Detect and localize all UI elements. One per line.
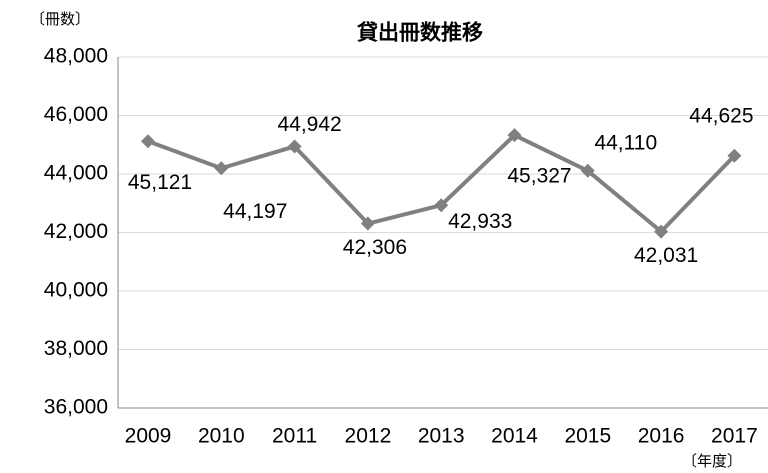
data-point <box>287 139 302 154</box>
data-point <box>727 148 742 163</box>
data-label: 45,121 <box>128 171 192 194</box>
data-label: 44,942 <box>277 113 341 136</box>
data-label: 42,306 <box>343 236 407 259</box>
x-tick-label: 2009 <box>125 425 172 448</box>
y-tick-label: 36,000 <box>44 396 108 419</box>
x-tick-label: 2016 <box>638 425 685 448</box>
x-tick-label: 2010 <box>198 425 245 448</box>
y-axis-label: 〔冊数〕 <box>30 11 90 28</box>
x-tick-label: 2013 <box>418 425 465 448</box>
y-tick-label: 42,000 <box>44 220 108 243</box>
data-label: 42,933 <box>448 210 512 233</box>
x-tick-label: 2011 <box>272 425 317 448</box>
x-axis-label: 〔年度〕 <box>682 453 742 470</box>
data-point <box>141 134 155 149</box>
x-tick-label: 2012 <box>345 425 392 448</box>
chart-title: 貸出冊数推移 <box>356 21 483 45</box>
data-point <box>360 216 375 231</box>
y-tick-label: 38,000 <box>44 337 108 360</box>
data-label: 44,197 <box>223 200 287 223</box>
data-point <box>507 128 522 143</box>
x-tick-label: 2015 <box>564 425 611 448</box>
data-label: 42,031 <box>634 244 698 267</box>
data-label: 45,327 <box>507 165 571 188</box>
data-point <box>214 161 229 176</box>
data-point <box>434 198 449 213</box>
y-tick-label: 46,000 <box>44 103 108 126</box>
x-tick-label: 2017 <box>711 425 758 448</box>
data-point <box>580 163 595 178</box>
data-point <box>654 224 669 239</box>
x-tick-label: 2014 <box>491 425 538 448</box>
y-tick-label: 44,000 <box>44 162 108 185</box>
y-tick-label: 48,000 <box>44 45 108 68</box>
data-label: 44,110 <box>594 131 657 154</box>
data-label: 44,625 <box>689 104 753 127</box>
y-tick-label: 40,000 <box>44 279 108 302</box>
